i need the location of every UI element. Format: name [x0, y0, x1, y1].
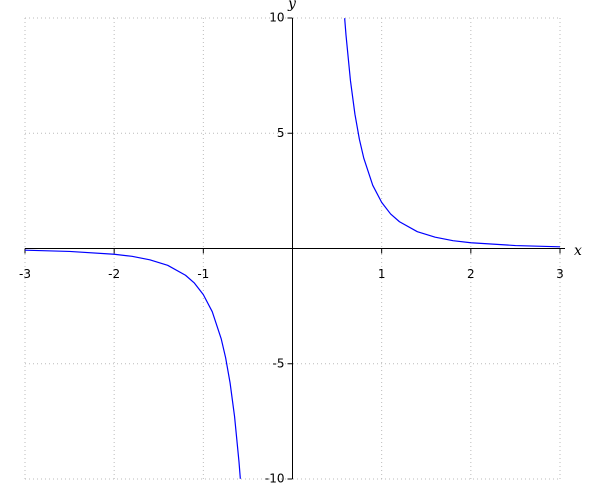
- y-tick-label: 10: [269, 11, 284, 25]
- y-tick-label: 5: [277, 126, 285, 140]
- x-tick-label: -3: [19, 267, 31, 281]
- x-tick-label: 1: [378, 267, 386, 281]
- x-axis-label: x: [574, 243, 582, 259]
- y-tick-label: -5: [273, 356, 285, 370]
- x-tick-label: 3: [556, 267, 564, 281]
- x-tick-label: -2: [108, 267, 120, 281]
- x-tick-label: -1: [197, 267, 209, 281]
- curve: [24, 18, 561, 479]
- y-tick-label: -10: [265, 472, 285, 486]
- y-axis-label: y: [287, 0, 297, 12]
- x-tick-label: 2: [467, 267, 475, 281]
